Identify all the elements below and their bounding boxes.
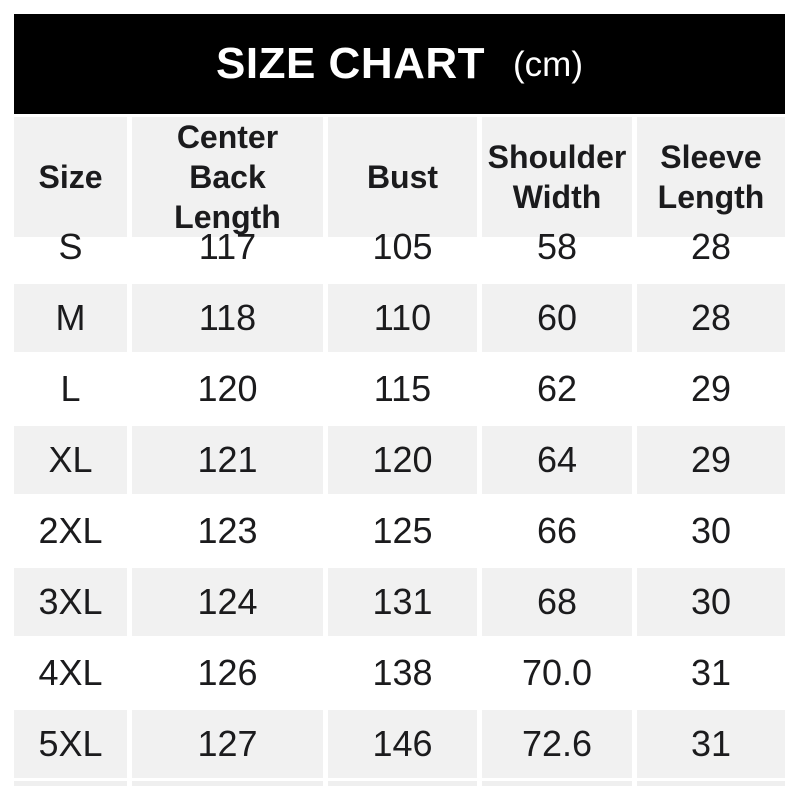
cut-off-cell	[132, 781, 323, 786]
table-row: XL 121 120 64 29	[14, 426, 785, 494]
value-cell: 58	[536, 226, 578, 267]
value-cell: 115	[373, 368, 432, 409]
value-cell: 127	[132, 710, 323, 778]
size-cell: L	[60, 368, 81, 409]
cut-off-cell	[637, 781, 785, 786]
value-cell: 64	[482, 426, 632, 494]
value-cell: 72.6	[482, 710, 632, 778]
column-header-bust: Bust	[328, 117, 477, 237]
value-cell: 121	[132, 426, 323, 494]
size-cell: 3XL	[14, 568, 127, 636]
size-cell: M	[14, 284, 127, 352]
cut-off-cell	[328, 781, 477, 786]
value-cell: 125	[372, 510, 433, 551]
value-cell: 68	[482, 568, 632, 636]
value-cell: 31	[690, 652, 732, 693]
value-cell: 118	[132, 284, 323, 352]
column-header-sleeve-length: Sleeve Length	[637, 117, 785, 237]
table-header-row: Size Center Back Length Bust Shoulder Wi…	[14, 117, 785, 237]
value-cell: 105	[372, 226, 433, 267]
size-cell: 2XL	[38, 510, 103, 551]
size-table: Size Center Back Length Bust Shoulder Wi…	[14, 117, 785, 786]
value-cell: 60	[482, 284, 632, 352]
value-cell: 28	[637, 284, 785, 352]
cut-off-cell	[482, 781, 632, 786]
table-body: S 117 105 58 28 M 118 110 60 28 L 120 11…	[14, 213, 785, 778]
value-cell: 124	[132, 568, 323, 636]
value-cell: 110	[328, 284, 477, 352]
value-cell: 29	[637, 426, 785, 494]
column-header-size: Size	[14, 117, 127, 237]
value-cell: 126	[197, 652, 258, 693]
table-row: L 120 115 62 29	[14, 355, 785, 423]
value-cell: 70.0	[521, 652, 593, 693]
value-cell: 31	[637, 710, 785, 778]
size-chart-banner: SIZE CHART (cm)	[14, 14, 785, 114]
table-row: M 118 110 60 28	[14, 284, 785, 352]
value-cell: 29	[690, 368, 732, 409]
value-cell: 30	[690, 510, 732, 551]
value-cell: 146	[328, 710, 477, 778]
value-cell: 117	[198, 226, 257, 267]
value-cell: 120	[328, 426, 477, 494]
size-cell: 4XL	[38, 652, 103, 693]
size-cell: 5XL	[14, 710, 127, 778]
column-header-shoulder-width: Shoulder Width	[482, 117, 632, 237]
value-cell: 123	[197, 510, 258, 551]
table-row: 2XL 123 125 66 30	[14, 497, 785, 565]
value-cell: 120	[197, 368, 258, 409]
table-row: 5XL 127 146 72.6 31	[14, 710, 785, 778]
column-header-center-back-length: Center Back Length	[132, 117, 323, 237]
unit-label: (cm)	[513, 44, 583, 84]
cut-off-cell	[14, 781, 127, 786]
value-cell: 66	[536, 510, 578, 551]
table-row: 3XL 124 131 68 30	[14, 568, 785, 636]
table-row: 4XL 126 138 70.0 31	[14, 639, 785, 707]
table-row: S 117 105 58 28	[14, 213, 785, 281]
value-cell: 131	[328, 568, 477, 636]
value-cell: 62	[536, 368, 578, 409]
cut-off-row	[14, 781, 785, 786]
value-cell: 30	[637, 568, 785, 636]
value-cell: 138	[372, 652, 433, 693]
value-cell: 28	[690, 226, 732, 267]
size-cell: XL	[14, 426, 127, 494]
size-chart-title: SIZE CHART	[216, 39, 486, 88]
size-cell: S	[58, 226, 83, 267]
